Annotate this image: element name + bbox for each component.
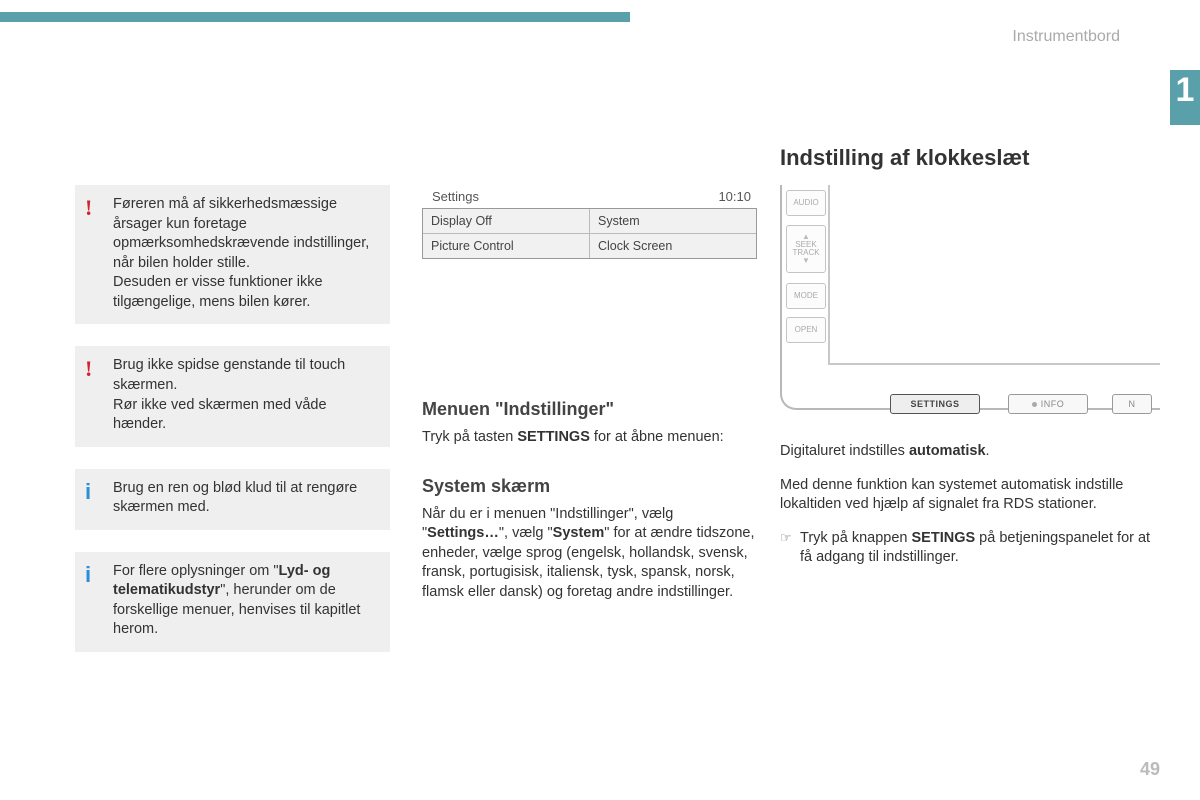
- settings-header-time: 10:10: [718, 189, 751, 204]
- callout-text: Føreren må af sikkerhedsmæssige årsager …: [113, 195, 378, 312]
- settings-grid: Display OffSystemPicture ControlClock Sc…: [422, 208, 757, 259]
- device-side-button: OPEN: [786, 317, 826, 343]
- button-label: N: [1129, 399, 1136, 409]
- settings-screen-illustration: Settings 10:10 Display OffSystemPicture …: [422, 185, 757, 259]
- column-settings: Settings 10:10 Display OffSystemPicture …: [422, 185, 757, 616]
- button-label: SETTINGS: [910, 399, 959, 409]
- settings-cell: Clock Screen: [589, 234, 756, 258]
- callout-warn: ! Brug ikke spidse genstande til touch sk…: [75, 346, 390, 446]
- settings-row: Picture ControlClock Screen: [423, 233, 756, 258]
- device-side-button: ▲SEEKTRACK▼: [786, 225, 826, 273]
- callout-warn: ! Føreren må af sikkerhedsmæssige årsager…: [75, 185, 390, 324]
- device-bottom-button: SETTINGS: [890, 394, 980, 414]
- breadcrumb: Instrumentbord: [1012, 28, 1120, 46]
- settings-row: Display OffSystem: [423, 209, 756, 233]
- callout-info: i For flere oplysninger om "Lyd- og telem…: [75, 552, 390, 652]
- warning-icon: !: [85, 354, 92, 384]
- heading-menu: Menuen "Indstillinger": [422, 399, 757, 420]
- button-label: INFO: [1041, 399, 1065, 409]
- callout-info: i Brug en ren og blød klud til at rengøre…: [75, 469, 390, 530]
- settings-cell: Picture Control: [423, 234, 589, 258]
- top-accent-bar: [0, 12, 630, 22]
- menu-intro: Tryk på tasten SETTINGS for at åbne menu…: [422, 428, 757, 448]
- indicator-dot-icon: [1032, 402, 1037, 407]
- column-callouts: ! Føreren må af sikkerhedsmæssige årsager…: [75, 185, 390, 674]
- settings-header-left: Settings: [432, 189, 479, 204]
- info-icon: i: [85, 477, 91, 507]
- callout-text: For flere oplysninger om "Lyd- og telema…: [113, 562, 378, 640]
- clock-pointer: Tryk på knappen SETINGS på betjeningspan…: [780, 529, 1160, 568]
- section-title-clock: Indstilling af klokkeslæt: [780, 145, 1160, 171]
- device-bottom-button: N: [1112, 394, 1152, 414]
- device-side-button: MODE: [786, 283, 826, 309]
- device-bottom-button: INFO: [1008, 394, 1088, 414]
- chapter-tab: 1: [1170, 70, 1200, 125]
- system-body: Når du er i menuen "Indstillinger", vælg…: [422, 505, 757, 603]
- page-number: 49: [1140, 759, 1160, 780]
- callout-text: Brug ikke spidse genstande til touch skæ…: [113, 356, 378, 434]
- settings-cell: System: [589, 209, 756, 233]
- clock-body-2: Med denne funktion kan systemet automati…: [780, 476, 1160, 515]
- info-icon: i: [85, 560, 91, 590]
- device-panel-illustration: AUDIO ▲SEEKTRACK▼ MODE OPEN SETTINGS INFO N: [780, 185, 1160, 420]
- warning-icon: !: [85, 193, 92, 223]
- settings-cell: Display Off: [423, 209, 589, 233]
- clock-body-1: Digitaluret indstilles automatisk.: [780, 442, 1160, 462]
- callout-text: Brug en ren og blød klud til at rengøre …: [113, 479, 378, 518]
- column-clock: Indstilling af klokkeslæt AUDIO ▲SEEKTRAC…: [780, 145, 1160, 568]
- heading-system: System skærm: [422, 476, 757, 497]
- device-side-button: AUDIO: [786, 190, 826, 216]
